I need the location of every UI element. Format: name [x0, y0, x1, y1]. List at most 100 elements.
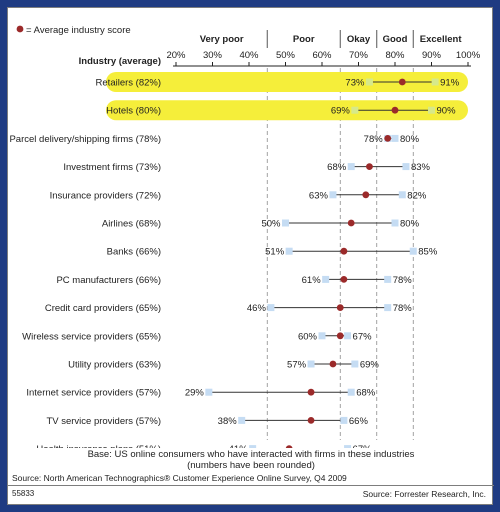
average-dot	[285, 445, 293, 448]
range-min-marker	[267, 304, 275, 312]
figure-id: 55833	[12, 489, 35, 498]
range-max-label: 90%	[437, 106, 457, 117]
range-max-marker	[391, 134, 399, 142]
chart-row: Banks (66%) 51% 85%	[107, 247, 438, 258]
footer-divider	[8, 485, 494, 486]
rating-band-label: Poor	[293, 34, 315, 45]
range-min-marker	[329, 191, 337, 199]
base-note-line1: Base: US online consumers who have inter…	[87, 449, 415, 460]
average-dot	[340, 276, 348, 283]
range-max-marker	[384, 304, 392, 312]
row-label: Internet service providers (57%)	[26, 388, 161, 399]
range-max-label: 78%	[393, 303, 413, 314]
range-max-marker	[398, 191, 406, 199]
range-max-label: 67%	[353, 444, 373, 448]
average-dot	[307, 388, 315, 396]
average-dot	[340, 247, 348, 255]
x-tick-label: 40%	[239, 50, 259, 61]
average-dot	[384, 135, 392, 142]
average-dot	[336, 304, 344, 311]
chart-row: Investment firms (73%) 68% 83%	[63, 162, 430, 173]
range-max-label: 80%	[400, 219, 420, 230]
rating-band-label: Good	[383, 34, 408, 45]
range-min-label: 51%	[265, 247, 285, 258]
chart-row: Airlines (68%) 50% 80%	[102, 219, 420, 230]
average-dot	[398, 78, 406, 86]
chart-row: Parcel delivery/shipping firms (78%) 78% 8…	[9, 134, 419, 145]
range-min-marker	[307, 360, 315, 368]
range-max-label: 82%	[407, 190, 427, 201]
range-min-label: 73%	[345, 78, 365, 89]
y-axis-title: Industry (average)	[79, 56, 161, 67]
chart-row: Credit card providers (65%) 46% 78%	[45, 303, 412, 314]
range-min-marker	[238, 416, 246, 424]
survey-source: Source: North American Technographics® C…	[12, 473, 347, 483]
row-label: PC manufacturers (66%)	[56, 275, 161, 286]
range-min-marker	[322, 275, 330, 283]
x-tick-label: 100%	[456, 50, 481, 61]
range-min-label: 63%	[309, 190, 329, 201]
average-dot	[347, 219, 355, 227]
x-tick-label: 20%	[166, 50, 186, 61]
range-max-marker	[344, 445, 352, 448]
range-max-marker	[340, 416, 348, 424]
range-max-marker	[391, 219, 399, 227]
range-min-label: 50%	[261, 219, 281, 230]
range-min-marker	[347, 163, 355, 171]
figure-inner-border: = Average industry score Industry (avera…	[7, 7, 494, 505]
row-label: Credit card providers (65%)	[45, 303, 161, 314]
highlight-band	[106, 100, 468, 121]
row-label: Health insurance plans (51%)	[36, 444, 161, 448]
range-min-label: 29%	[185, 388, 205, 399]
average-dot	[391, 106, 399, 114]
range-max-label: 91%	[440, 78, 460, 89]
chart-row: Insurance providers (72%) 63% 82%	[50, 190, 427, 201]
row-label: TV service providers (57%)	[46, 416, 161, 427]
rating-band-label: Very poor	[200, 34, 244, 45]
range-min-label: 38%	[218, 416, 238, 427]
x-tick-label: 50%	[276, 50, 296, 61]
average-dot	[329, 360, 337, 368]
range-max-label: 68%	[356, 388, 376, 399]
range-min-label: 78%	[364, 134, 384, 145]
chart-row: Wireless service providers (65%) 60% 67%	[22, 331, 372, 342]
row-label: Parcel delivery/shipping firms (78%)	[9, 134, 161, 145]
chart-row: TV service providers (57%) 38% 66%	[46, 416, 368, 427]
range-min-label: 68%	[327, 162, 347, 173]
chart-row: PC manufacturers (66%) 61% 78%	[56, 275, 412, 286]
range-max-label: 80%	[400, 134, 420, 145]
range-min-marker	[282, 219, 289, 227]
range-max-marker	[409, 247, 417, 255]
range-max-marker	[351, 360, 359, 368]
base-note-line2: (numbers have been rounded)	[187, 460, 315, 471]
range-max-label: 83%	[411, 162, 431, 173]
legend-label: = Average industry score	[26, 25, 131, 36]
range-max-label: 78%	[393, 275, 413, 286]
range-max-marker	[431, 78, 439, 86]
range-max-label: 66%	[349, 416, 369, 427]
x-tick-label: 70%	[349, 50, 369, 61]
range-min-marker	[318, 332, 326, 340]
range-min-marker	[205, 388, 213, 396]
chart-row: Internet service providers (57%) 29% 68%	[26, 388, 375, 399]
range-max-marker	[402, 163, 410, 171]
average-dot	[307, 417, 315, 424]
range-max-marker	[344, 332, 352, 340]
row-label: Airlines (68%)	[102, 219, 161, 230]
chart-row: Hotels (80%) 69% 90%	[106, 106, 456, 117]
average-dot	[336, 332, 344, 340]
publisher-source: Source: Forrester Research, Inc.	[362, 489, 486, 499]
range-max-label: 67%	[353, 331, 373, 342]
row-label: Wireless service providers (65%)	[22, 331, 161, 342]
range-min-marker	[351, 106, 359, 114]
x-tick-label: 80%	[385, 50, 405, 61]
row-label: Retailers (82%)	[96, 78, 161, 89]
range-min-marker	[249, 445, 257, 448]
range-min-label: 60%	[298, 331, 318, 342]
row-label: Hotels (80%)	[106, 106, 161, 117]
chart-row: Utility providers (63%) 57% 69%	[68, 360, 379, 371]
x-tick-label: 60%	[312, 50, 332, 61]
average-dot	[366, 163, 373, 171]
range-max-marker	[384, 275, 392, 283]
